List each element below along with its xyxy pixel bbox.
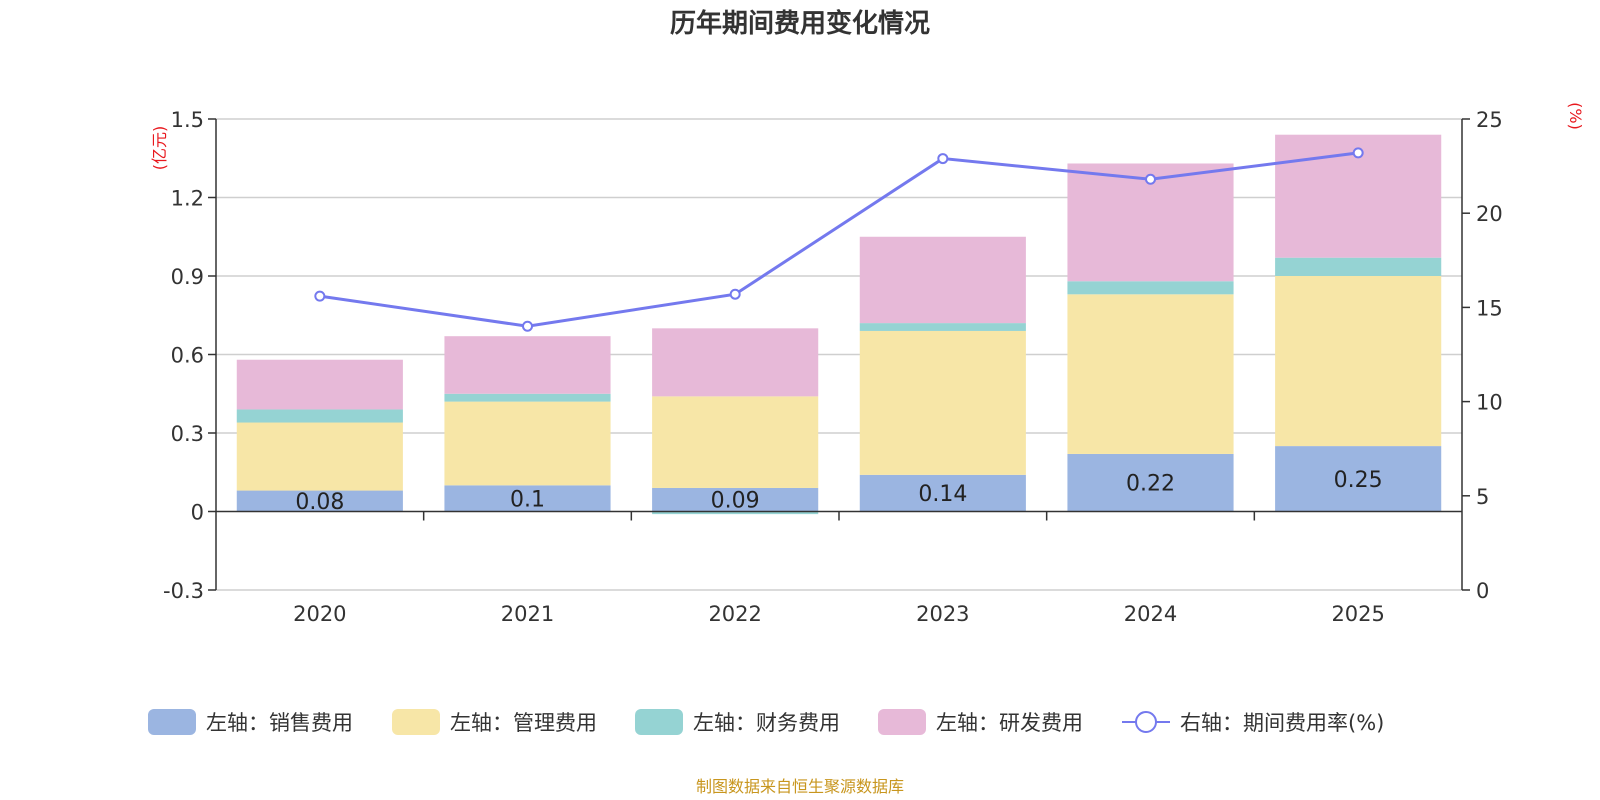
legend[interactable]: 左轴：销售费用 左轴：管理费用 左轴：财务费用 左轴：研发费用 右轴：期间费用率(%)	[148, 709, 1384, 735]
legend-swatch	[392, 709, 440, 735]
bar-4-2023[interactable]	[859, 236, 1026, 324]
category-label: 2024	[1124, 602, 1177, 626]
rate-point-2022[interactable]	[729, 288, 741, 300]
bar-series	[236, 134, 1442, 515]
legend-label: 左轴：管理费用	[450, 711, 597, 735]
rate-point-2021[interactable]	[522, 320, 533, 332]
right-tick-label: 15	[1476, 296, 1503, 320]
bar-3-2020[interactable]	[236, 409, 403, 423]
right-tick-label: 20	[1476, 202, 1503, 226]
legend-label: 左轴：财务费用	[693, 711, 840, 735]
rate-point-2025[interactable]	[1352, 147, 1364, 159]
bar-1-2021[interactable]	[444, 485, 611, 512]
left-tick-label: 1.5	[171, 108, 204, 132]
sales-value-label: 0.1	[510, 487, 545, 512]
category-label: 2023	[916, 602, 969, 626]
right-tick-label: 25	[1476, 108, 1503, 132]
rate-point-2024[interactable]	[1145, 173, 1156, 185]
bar-2-2023[interactable]	[859, 330, 1026, 475]
bar-1-2024[interactable]	[1067, 453, 1234, 512]
rate-line-series	[314, 147, 1364, 332]
sales-value-label: 0.08	[295, 490, 344, 515]
bar-2-2024[interactable]	[1067, 294, 1234, 454]
legend-item-4[interactable]: 左轴：研发费用	[878, 709, 1083, 735]
bar-1-2020[interactable]	[236, 490, 403, 512]
rate-point-2020[interactable]	[314, 290, 326, 302]
right-tick-label: 5	[1476, 485, 1489, 509]
category-label: 2021	[501, 602, 554, 626]
left-tick-label: 0	[191, 501, 204, 525]
source-note: 制图数据来自恒生聚源数据库	[696, 777, 904, 796]
legend-label: 左轴：研发费用	[936, 711, 1083, 735]
bar-2-2022[interactable]	[652, 396, 819, 488]
bar-3-2021[interactable]	[444, 393, 611, 402]
bar-3-2022[interactable]	[652, 511, 819, 515]
sales-value-label: 0.09	[711, 489, 760, 514]
legend-swatch	[878, 709, 926, 735]
rate-point-2023[interactable]	[937, 153, 949, 165]
left-tick-label: 0.6	[171, 344, 204, 368]
category-label: 2022	[708, 602, 761, 626]
left-tick-label: 0.9	[171, 265, 204, 289]
legend-item-3[interactable]: 左轴：财务费用	[635, 709, 840, 735]
bar-1-2022[interactable]	[652, 487, 819, 512]
rate-line	[319, 151, 1359, 328]
bar-4-2020[interactable]	[236, 359, 403, 410]
bar-1-2025[interactable]	[1275, 446, 1442, 512]
legend-circle-swatch	[1135, 711, 1157, 733]
legend-item-2[interactable]: 左轴：管理费用	[392, 709, 597, 735]
left-tick-label: 0.3	[171, 422, 204, 446]
sales-value-label: 0.25	[1334, 468, 1383, 493]
bar-2-2021[interactable]	[444, 401, 611, 486]
chart-title: 历年期间费用变化情况	[670, 8, 930, 39]
category-label: 2025	[1331, 602, 1384, 626]
sales-value-label: 0.22	[1126, 472, 1175, 497]
bar-2-2020[interactable]	[236, 422, 403, 491]
bar-4-2021[interactable]	[444, 336, 611, 394]
category-label: 2020	[293, 602, 346, 626]
sales-value-label: 0.14	[918, 482, 967, 507]
left-tick-label: -0.3	[163, 579, 204, 603]
left-axis-unit: (亿元)	[150, 126, 169, 171]
bar-2-2025[interactable]	[1275, 276, 1442, 447]
left-tick-label: 1.2	[171, 187, 204, 211]
legend-label: 左轴：销售费用	[206, 711, 353, 735]
bar-3-2025[interactable]	[1275, 257, 1442, 276]
right-tick-label: 10	[1476, 391, 1503, 415]
legend-item-5[interactable]: 右轴：期间费用率(%)	[1122, 711, 1384, 735]
right-tick-label: 0	[1476, 579, 1489, 603]
legend-swatch	[635, 709, 683, 735]
bar-4-2022[interactable]	[652, 328, 819, 397]
right-axis-unit: (%)	[1566, 102, 1585, 130]
bar-3-2023[interactable]	[859, 323, 1026, 331]
gridlines	[216, 118, 1462, 591]
legend-swatch	[148, 709, 196, 735]
bar-1-2023[interactable]	[859, 474, 1026, 512]
bar-3-2024[interactable]	[1067, 281, 1234, 295]
legend-label: 右轴：期间费用率(%)	[1180, 711, 1384, 735]
legend-item-1[interactable]: 左轴：销售费用	[148, 709, 353, 735]
data-labels: 0.08 0.1 0.09 0.14 0.22 0.25	[295, 468, 1382, 515]
